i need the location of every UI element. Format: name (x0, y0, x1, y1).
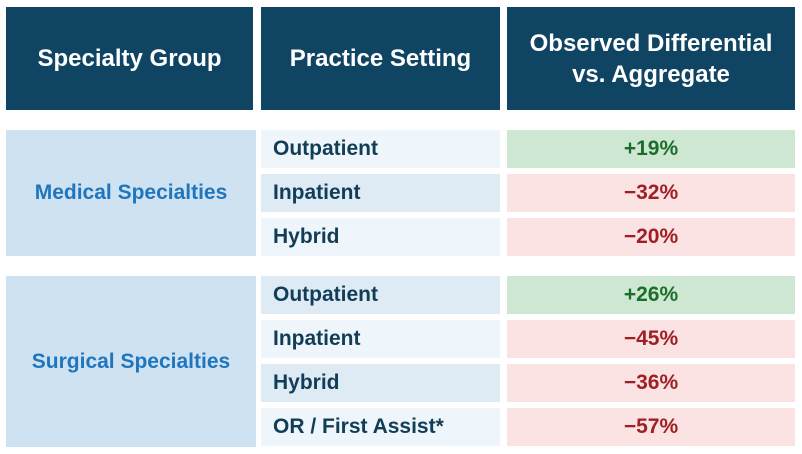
table-row-value: −57% (507, 408, 795, 446)
value-label: −32% (623, 181, 679, 204)
header-practice-setting-label: Practice Setting (289, 45, 472, 72)
table-row-value: −36% (507, 364, 795, 402)
table-row-setting: Outpatient (261, 276, 500, 314)
group-medical-specialties: Medical Specialties (6, 130, 256, 256)
header-observed-differential: Observed Differential vs. Aggregate (507, 7, 795, 110)
table-row-value: −45% (507, 320, 795, 358)
setting-label: OR / First Assist* (273, 415, 444, 438)
table-row-setting: Hybrid (261, 218, 500, 256)
value-label: −45% (623, 327, 679, 350)
setting-label: Inpatient (273, 181, 361, 204)
table-row-value: +19% (507, 130, 795, 168)
table-row-value: −20% (507, 218, 795, 256)
table-row-setting: Outpatient (261, 130, 500, 168)
table-row-setting: Inpatient (261, 320, 500, 358)
header-specialty-group-label: Specialty Group (37, 45, 222, 72)
value-label: −57% (623, 415, 679, 438)
header-observed-differential-line1: Observed Differential (529, 29, 773, 57)
setting-label: Hybrid (273, 371, 340, 394)
value-label: +26% (623, 283, 679, 306)
setting-label: Inpatient (273, 327, 361, 350)
table-row-value: −32% (507, 174, 795, 212)
value-label: +19% (623, 137, 679, 160)
table-row-setting: Hybrid (261, 364, 500, 402)
group-surgical-specialties: Surgical Specialties (6, 276, 256, 447)
value-label: −20% (623, 225, 679, 248)
header-practice-setting: Practice Setting (261, 7, 500, 110)
group-label: Surgical Specialties (31, 349, 231, 373)
header-observed-differential-line2: vs. Aggregate (572, 60, 730, 88)
setting-label: Hybrid (273, 225, 340, 248)
setting-label: Outpatient (273, 137, 378, 160)
table-row-setting: Inpatient (261, 174, 500, 212)
table-row-setting: OR / First Assist* (261, 408, 500, 446)
table-row-value: +26% (507, 276, 795, 314)
header-specialty-group: Specialty Group (6, 7, 253, 110)
group-label: Medical Specialties (34, 181, 228, 204)
setting-label: Outpatient (273, 283, 378, 306)
value-label: −36% (623, 371, 679, 394)
